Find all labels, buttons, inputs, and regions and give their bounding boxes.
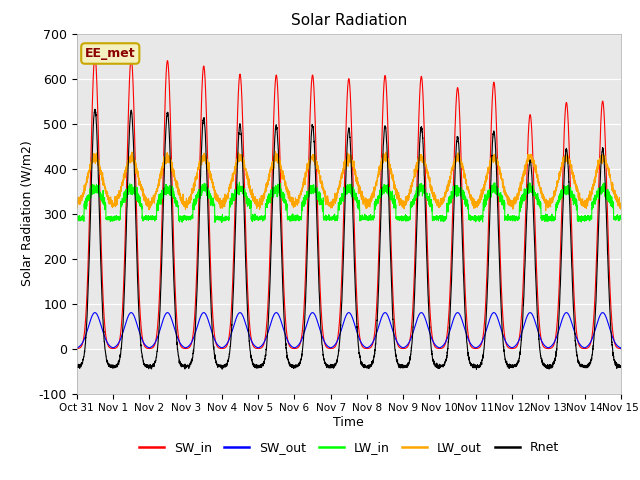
SW_in	[471, 346, 479, 351]
LW_in	[616, 216, 624, 221]
SW_out	[502, 338, 509, 344]
LW_out	[441, 193, 449, 199]
Rnet	[472, 366, 480, 372]
Line: SW_in: SW_in	[77, 56, 621, 348]
LW_out	[271, 149, 279, 155]
LW_in	[171, 197, 179, 203]
SW_out	[616, 345, 624, 350]
LW_out	[502, 190, 509, 195]
SW_in	[502, 338, 509, 344]
LW_in	[329, 215, 337, 220]
Y-axis label: Solar Radiation (W/m2): Solar Radiation (W/m2)	[20, 141, 33, 287]
Rnet	[502, 358, 509, 364]
Line: LW_out: LW_out	[77, 152, 621, 211]
X-axis label: Time: Time	[333, 416, 364, 429]
LW_out	[471, 199, 479, 204]
Rnet	[171, 298, 179, 304]
SW_in	[616, 346, 624, 351]
SW_out	[73, 345, 81, 351]
Line: SW_out: SW_out	[77, 312, 621, 348]
LW_in	[471, 213, 479, 218]
Rnet	[441, 361, 449, 367]
LW_out	[171, 172, 179, 178]
LW_in	[617, 216, 625, 222]
SW_out	[471, 345, 479, 350]
Rnet	[73, 363, 81, 369]
Rnet	[471, 365, 479, 371]
LW_out	[73, 198, 81, 204]
SW_in	[73, 346, 81, 351]
LW_in	[502, 216, 509, 221]
Rnet	[617, 364, 625, 370]
LW_in	[73, 215, 81, 221]
LW_in	[441, 214, 449, 219]
SW_out	[617, 346, 625, 351]
LW_out	[542, 208, 550, 214]
Title: Solar Radiation: Solar Radiation	[291, 13, 407, 28]
LW_in	[236, 180, 243, 185]
SW_in	[617, 346, 625, 351]
SW_in	[441, 343, 449, 348]
Line: LW_in: LW_in	[77, 182, 621, 222]
LW_out	[329, 197, 337, 203]
Rnet	[616, 363, 624, 369]
LW_out	[617, 206, 625, 212]
SW_out	[441, 341, 449, 347]
LW_in	[218, 219, 226, 225]
Line: Rnet: Rnet	[77, 109, 621, 369]
Rnet	[329, 364, 337, 370]
SW_in	[171, 273, 179, 278]
LW_out	[616, 201, 624, 206]
Rnet	[91, 106, 99, 112]
SW_in	[91, 53, 99, 59]
SW_out	[329, 344, 337, 350]
SW_out	[91, 310, 99, 315]
Legend: SW_in, SW_out, LW_in, LW_out, Rnet: SW_in, SW_out, LW_in, LW_out, Rnet	[134, 436, 564, 459]
SW_out	[171, 326, 179, 332]
Text: EE_met: EE_met	[85, 47, 136, 60]
SW_in	[329, 346, 337, 351]
